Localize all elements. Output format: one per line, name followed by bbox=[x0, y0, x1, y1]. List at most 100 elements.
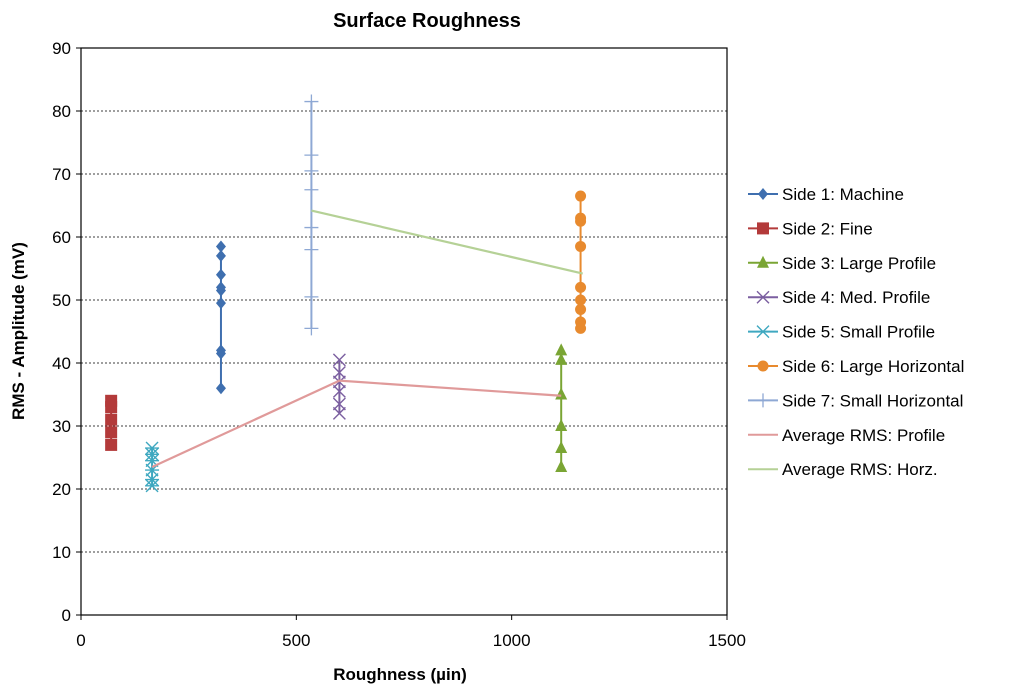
legend-item: Average RMS: Profile bbox=[748, 426, 945, 445]
series-side-3-large-profile bbox=[555, 343, 568, 472]
legend-label: Average RMS: Profile bbox=[782, 426, 945, 445]
data-point bbox=[332, 353, 346, 367]
legend-marker bbox=[756, 325, 770, 339]
legend-item: Side 4: Med. Profile bbox=[748, 288, 930, 307]
data-point bbox=[575, 212, 587, 224]
y-tick-label: 60 bbox=[52, 228, 71, 247]
data-point bbox=[145, 441, 160, 455]
series-line bbox=[311, 209, 583, 275]
data-point bbox=[215, 281, 226, 294]
data-point bbox=[304, 182, 319, 197]
legend-item: Average RMS: Horz. bbox=[748, 460, 938, 479]
data-point bbox=[105, 413, 118, 426]
data-point bbox=[555, 343, 568, 356]
data-point bbox=[575, 190, 587, 202]
data-point bbox=[575, 294, 587, 306]
y-tick-label: 80 bbox=[52, 102, 71, 121]
data-point bbox=[304, 94, 319, 109]
data-point bbox=[555, 419, 568, 431]
data-point bbox=[332, 365, 346, 379]
data-point bbox=[145, 473, 160, 487]
legend: Side 1: Machine Side 2: Fine Side 3: Large… bbox=[748, 185, 964, 479]
data-point bbox=[304, 163, 319, 178]
data-point bbox=[304, 148, 319, 163]
data-point bbox=[105, 438, 118, 451]
data-point bbox=[215, 249, 226, 262]
series-side-7-small-horizontal bbox=[304, 94, 319, 336]
legend-marker bbox=[756, 290, 770, 304]
data-point bbox=[304, 289, 319, 304]
data-point bbox=[575, 281, 587, 293]
legend-label: Side 5: Small Profile bbox=[782, 323, 935, 342]
x-axis-label: Roughness (µin) bbox=[333, 665, 467, 684]
data-point bbox=[555, 441, 568, 454]
data-point bbox=[304, 321, 319, 336]
legend-label: Side 4: Med. Profile bbox=[782, 288, 930, 307]
legend-label: Side 1: Machine bbox=[782, 185, 904, 204]
data-point bbox=[555, 352, 568, 365]
legend-item: Side 5: Small Profile bbox=[748, 323, 935, 342]
legend-item: Side 3: Large Profile bbox=[748, 254, 936, 273]
y-tick-label: 10 bbox=[52, 543, 71, 562]
x-tick-label: 500 bbox=[282, 631, 310, 650]
legend-label: Side 2: Fine bbox=[782, 219, 873, 238]
y-tick-label: 0 bbox=[62, 606, 71, 625]
y-tick-label: 30 bbox=[52, 417, 71, 436]
data-point bbox=[215, 382, 226, 395]
data-point bbox=[332, 384, 346, 398]
legend-marker bbox=[756, 393, 770, 408]
data-point bbox=[145, 479, 160, 493]
y-axis-ticks: 0 10 20 30 40 50 60 70 80 90 bbox=[52, 39, 81, 625]
plot-area-border bbox=[80, 47, 728, 616]
data-point bbox=[575, 303, 587, 315]
y-tick-label: 50 bbox=[52, 291, 71, 310]
data-point bbox=[575, 316, 587, 328]
series-average-rms-profile bbox=[151, 379, 562, 468]
legend-item: Side 7: Small Horizontal bbox=[748, 391, 963, 410]
y-tick-label: 90 bbox=[52, 39, 71, 58]
series-side-2-fine bbox=[105, 394, 118, 451]
data-point bbox=[105, 426, 118, 439]
legend-label: Side 7: Small Horizontal bbox=[782, 391, 963, 410]
series-layer bbox=[105, 94, 587, 493]
data-point bbox=[105, 394, 118, 407]
series-average-rms-horz bbox=[311, 209, 583, 275]
series-side-1-machine bbox=[215, 240, 226, 395]
legend-marker bbox=[757, 360, 769, 372]
data-point bbox=[215, 240, 226, 253]
series-line bbox=[151, 379, 562, 468]
y-tick-label: 70 bbox=[52, 165, 71, 184]
chart-title: Surface Roughness bbox=[333, 10, 521, 32]
data-point bbox=[304, 242, 319, 257]
legend-item: Side 6: Large Horizontal bbox=[748, 357, 964, 376]
x-tick-label: 1000 bbox=[493, 631, 531, 650]
legend-item: Side 1: Machine bbox=[748, 185, 904, 204]
x-axis-ticks: 0 500 1000 1500 bbox=[76, 615, 746, 650]
data-point bbox=[575, 240, 587, 252]
legend-label: Side 3: Large Profile bbox=[782, 254, 936, 273]
series-side-6-large-horizontal bbox=[575, 190, 587, 334]
data-point bbox=[332, 397, 346, 411]
data-point bbox=[215, 268, 226, 281]
series-side-4-med-profile bbox=[332, 353, 346, 420]
legend-marker bbox=[757, 255, 769, 268]
y-tick-label: 20 bbox=[52, 480, 71, 499]
x-tick-label: 0 bbox=[76, 631, 85, 650]
y-tick-label: 40 bbox=[52, 354, 71, 373]
data-point bbox=[304, 220, 319, 235]
legend-label: Average RMS: Horz. bbox=[782, 460, 938, 479]
data-point bbox=[145, 447, 160, 461]
x-tick-label: 1500 bbox=[708, 631, 746, 650]
data-point bbox=[215, 297, 226, 310]
legend-marker bbox=[757, 222, 769, 235]
data-point bbox=[332, 406, 346, 420]
y-axis-label: RMS - Amplitude (mV) bbox=[9, 242, 28, 420]
data-point bbox=[215, 344, 226, 357]
data-point bbox=[332, 375, 346, 389]
legend-item: Side 2: Fine bbox=[748, 219, 873, 238]
data-point bbox=[555, 459, 568, 472]
legend-marker bbox=[758, 188, 768, 200]
legend-label: Side 6: Large Horizontal bbox=[782, 357, 964, 376]
